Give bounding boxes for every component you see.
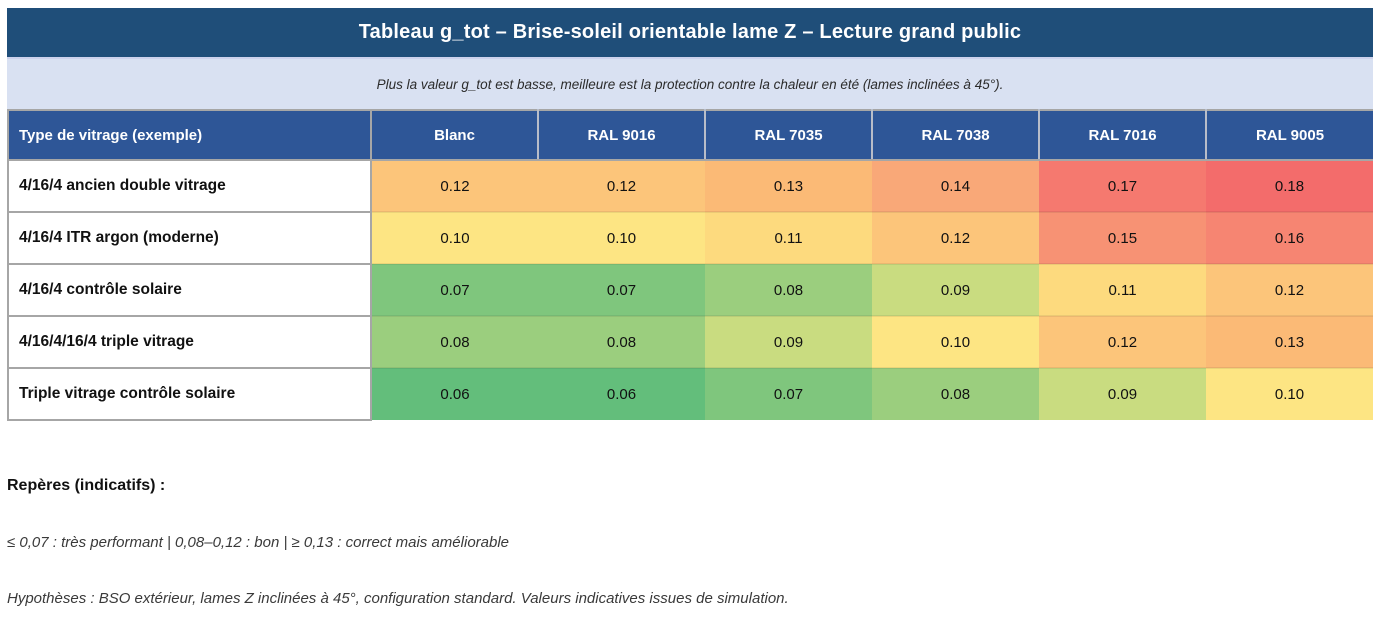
table-row: 4/16/4/16/4 triple vitrage 0.08 0.08 0.09 0.… (7, 315, 1373, 369)
value-cell: 0.13 (1206, 315, 1373, 368)
subtitle-band: Plus la valeur g_tot est basse, meilleur… (7, 57, 1373, 109)
value-cell: 0.08 (705, 263, 872, 316)
row-label: 4/16/4 ITR argon (moderne) (7, 212, 372, 265)
row-label: 4/16/4/16/4 triple vitrage (7, 316, 372, 369)
value-cell: 0.12 (1039, 315, 1206, 368)
value-cell: 0.13 (705, 159, 872, 212)
value-cell: 0.09 (872, 263, 1039, 316)
value-cell: 0.08 (872, 367, 1039, 420)
value-cell: 0.09 (705, 315, 872, 368)
table-body: 4/16/4 ancien double vitrage 0.12 0.12 0.13… (7, 159, 1373, 421)
page-title: Tableau g_tot – Brise-soleil orientable … (358, 21, 1022, 43)
gtot-heatmap-table: Type de vitrage (exemple) Blanc RAL 9016 RA… (7, 109, 1373, 421)
column-header: RAL 9016 (538, 110, 706, 161)
value-cell: 0.09 (1039, 367, 1206, 420)
table-row: 4/16/4 ITR argon (moderne) 0.10 0.10 0.11 0.… (7, 211, 1373, 265)
value-cell: 0.18 (1206, 159, 1373, 212)
title-bar: Tableau g_tot – Brise-soleil orientable … (7, 8, 1373, 57)
column-header: RAL 7035 (705, 110, 873, 161)
value-cell: 0.07 (371, 263, 538, 316)
table-header-row: Type de vitrage (exemple) Blanc RAL 9016 RA… (8, 110, 1373, 161)
value-cell: 0.16 (1206, 211, 1373, 264)
column-header: RAL 9005 (1206, 110, 1373, 161)
row-label: 4/16/4 contrôle solaire (7, 264, 372, 317)
table-row: 4/16/4 ancien double vitrage 0.12 0.12 0.13… (7, 159, 1373, 213)
value-cell: 0.06 (371, 367, 538, 420)
value-cell: 0.12 (538, 159, 705, 212)
column-header-label: Type de vitrage (exemple) (8, 110, 372, 161)
value-cell: 0.14 (872, 159, 1039, 212)
value-cell: 0.12 (1206, 263, 1373, 316)
value-cell: 0.17 (1039, 159, 1206, 212)
table-row: 4/16/4 contrôle solaire 0.07 0.07 0.08 0.09 0… (7, 263, 1373, 317)
column-header: RAL 7016 (1039, 110, 1207, 161)
row-label: 4/16/4 ancien double vitrage (7, 160, 372, 213)
column-header: Blanc (371, 110, 539, 161)
sheet: Tableau g_tot – Brise-soleil orientable … (7, 8, 1373, 607)
value-cell: 0.12 (872, 211, 1039, 264)
row-label: Triple vitrage contrôle solaire (7, 368, 372, 421)
value-cell: 0.11 (1039, 263, 1206, 316)
value-cell: 0.08 (538, 315, 705, 368)
value-cell: 0.07 (705, 367, 872, 420)
column-header: RAL 7038 (872, 110, 1040, 161)
notes-section: Repères (indicatifs) : ≤ 0,07 : très per… (7, 421, 1373, 607)
value-cell: 0.10 (538, 211, 705, 264)
table-row: Triple vitrage contrôle solaire 0.06 0.06 0… (7, 367, 1373, 421)
value-cell: 0.11 (705, 211, 872, 264)
value-cell: 0.07 (538, 263, 705, 316)
value-cell: 0.15 (1039, 211, 1206, 264)
value-cell: 0.12 (371, 159, 538, 212)
assumptions-note: Hypothèses : BSO extérieur, lames Z incl… (7, 590, 789, 607)
subtitle-text: Plus la valeur g_tot est basse, meilleur… (376, 76, 1004, 92)
header-row: Type de vitrage (exemple) Blanc RAL 9016 RA… (8, 110, 1373, 161)
value-cell: 0.06 (538, 367, 705, 420)
value-cell: 0.10 (1206, 367, 1373, 420)
notes-heading: Repères (indicatifs) : (7, 477, 166, 494)
value-cell: 0.10 (872, 315, 1039, 368)
thresholds-note: ≤ 0,07 : très performant | 0,08–0,12 : b… (7, 534, 510, 551)
value-cell: 0.08 (371, 315, 538, 368)
value-cell: 0.10 (371, 211, 538, 264)
